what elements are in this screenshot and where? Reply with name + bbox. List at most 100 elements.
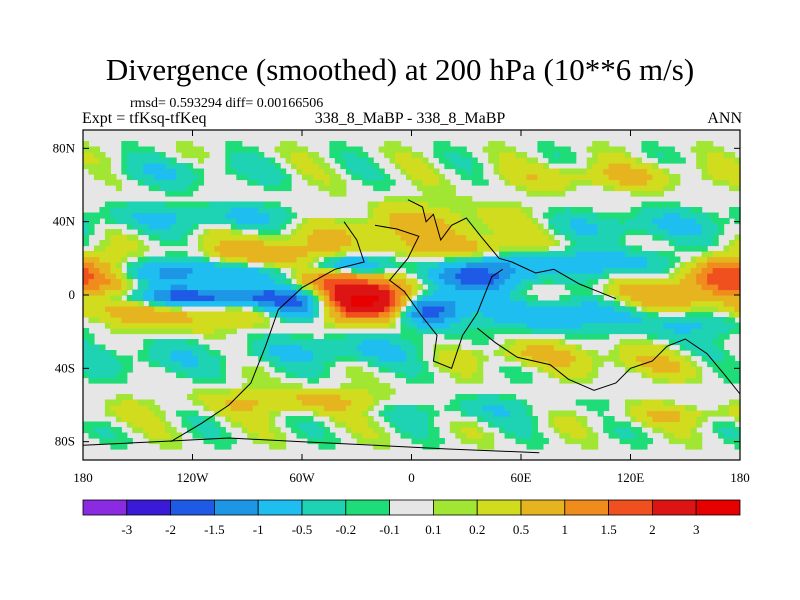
colorbar-box [170, 499, 215, 516]
field-cell [641, 212, 648, 219]
field-cell [548, 300, 555, 307]
field-cell [187, 366, 194, 373]
field-cell [575, 262, 582, 269]
field-cell [411, 317, 418, 324]
field-cell [548, 361, 555, 368]
field-cell [630, 157, 637, 164]
field-cell [291, 163, 298, 170]
field-cell [170, 267, 177, 274]
field-cell [121, 366, 128, 373]
field-cell [438, 251, 445, 258]
field-cell [302, 317, 309, 324]
field-cell [668, 256, 675, 263]
field-cell [104, 267, 111, 274]
field-cell [165, 262, 172, 269]
field-cell [269, 229, 276, 236]
field-cell [663, 421, 670, 428]
field-cell [181, 251, 188, 258]
field-cell [318, 289, 325, 296]
field-cell [592, 262, 599, 269]
field-cell [110, 251, 117, 258]
field-cell [104, 295, 111, 302]
field-cell [126, 234, 133, 241]
field-cell [690, 339, 697, 346]
field-cell [515, 278, 522, 285]
field-cell [526, 311, 533, 318]
field-cell [110, 317, 117, 324]
field-cell [115, 256, 122, 263]
field-cell [515, 157, 522, 164]
field-cell [302, 295, 309, 302]
field-cell [488, 273, 495, 280]
field-cell [482, 416, 489, 423]
field-cell [690, 212, 697, 219]
field-cell [356, 322, 363, 329]
field-cell [263, 416, 270, 423]
field-cell [258, 267, 265, 274]
field-cell [93, 317, 101, 324]
field-cell [510, 339, 517, 346]
field-cell [176, 207, 183, 214]
field-cell [668, 350, 675, 357]
field-cell [285, 185, 292, 192]
field-cell [351, 267, 358, 274]
field-cell [504, 289, 511, 296]
field-cell [504, 300, 511, 307]
field-cell [318, 273, 325, 280]
field-cell [302, 240, 309, 247]
field-cell [274, 405, 281, 412]
field-cell [696, 372, 703, 379]
field-cell [427, 245, 434, 252]
field-cell [657, 421, 664, 428]
field-cell [329, 300, 336, 307]
field-cell [83, 372, 90, 379]
field-cell [263, 300, 270, 307]
field-cell [373, 427, 380, 434]
field-cell [526, 251, 533, 258]
field-cell [252, 278, 259, 285]
field-cell [608, 328, 615, 335]
field-cell [154, 273, 161, 280]
field-cell [411, 311, 418, 318]
field-cell [625, 278, 632, 285]
field-cell [630, 427, 637, 434]
field-cell [608, 267, 615, 274]
field-cell [466, 432, 473, 439]
field-cell [165, 311, 172, 318]
field-cell [493, 328, 500, 335]
field-cell [635, 163, 643, 170]
field-cell [356, 410, 363, 417]
field-cell [307, 344, 314, 351]
field-cell [531, 174, 539, 181]
field-cell [433, 141, 440, 148]
field-cell [219, 427, 226, 434]
field-cell [115, 410, 122, 417]
field-cell [570, 377, 577, 384]
field-cell [373, 388, 380, 395]
field-cell [121, 410, 128, 417]
field-cell [586, 223, 593, 230]
field-cell [416, 322, 424, 329]
field-cell [537, 234, 544, 241]
field-cell [252, 372, 259, 379]
field-cell [329, 152, 336, 159]
field-cell [236, 240, 243, 247]
field-cell [493, 223, 500, 230]
field-cell [291, 300, 298, 307]
field-cell [340, 383, 347, 390]
field-cell [192, 284, 199, 291]
field-cell [707, 229, 714, 236]
field-cell [148, 256, 155, 263]
field-cell [378, 355, 385, 362]
field-cell [208, 201, 215, 208]
field-cell [340, 388, 347, 395]
field-cell [214, 328, 221, 335]
field-cell [274, 339, 281, 346]
field-cell [395, 240, 402, 247]
field-cell [723, 421, 730, 428]
field-cell [137, 223, 144, 230]
field-cell [597, 405, 604, 412]
field-cell [690, 311, 697, 318]
field-cell [345, 333, 352, 340]
field-cell [258, 223, 265, 230]
